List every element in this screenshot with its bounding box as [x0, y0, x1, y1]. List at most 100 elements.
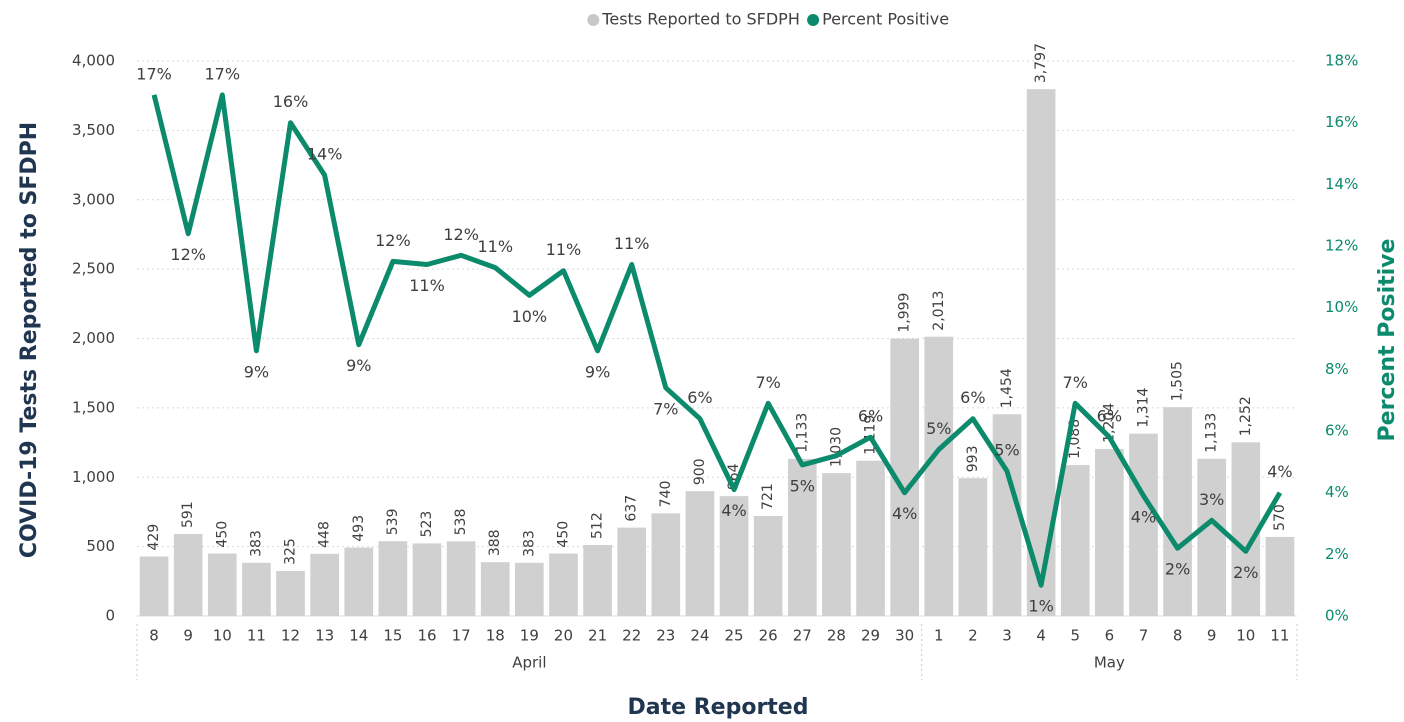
line-value-label: 6% — [960, 388, 985, 407]
x-tick-label: 19 — [520, 627, 539, 645]
x-tick-label: 22 — [622, 627, 641, 645]
bar-value-label: 1,133 — [1204, 413, 1220, 453]
bar-value-label: 570 — [1272, 504, 1288, 531]
bar-value-label: 1,133 — [794, 413, 810, 453]
x-tick-label: 26 — [759, 627, 778, 645]
bar-value-label: 2,013 — [931, 291, 947, 331]
line-value-label: 12% — [443, 225, 479, 244]
bar-value-label: 388 — [487, 529, 503, 556]
x-tick-label: 30 — [895, 627, 914, 645]
group-label: April — [512, 654, 546, 672]
line-value-label: 9% — [244, 362, 269, 381]
bar-value-label: 512 — [590, 512, 606, 539]
x-tick-label: 29 — [861, 627, 880, 645]
bar-value-label: 493 — [351, 515, 367, 542]
bar — [1197, 458, 1227, 616]
bar — [924, 336, 954, 616]
x-tick-label: 16 — [417, 627, 436, 645]
line-value-label: 6% — [1097, 407, 1122, 426]
x-tick-label: 8 — [149, 627, 159, 645]
x-tick-label: 18 — [486, 627, 505, 645]
line-value-label: 2% — [1165, 560, 1190, 579]
line-value-label: 7% — [1063, 373, 1088, 392]
bar-value-label: 1,030 — [828, 427, 844, 467]
line-value-label: 5% — [926, 419, 951, 438]
bar-value-label: 383 — [248, 530, 264, 557]
y2-tick-label: 14% — [1325, 175, 1358, 193]
x-tick-label: 24 — [690, 627, 709, 645]
bar — [207, 553, 237, 616]
bar-value-label: 429 — [146, 524, 162, 551]
line-value-label: 4% — [721, 501, 746, 520]
bar — [1231, 442, 1261, 616]
bar — [480, 562, 510, 616]
bar — [787, 458, 817, 616]
bar — [753, 515, 783, 616]
bar — [378, 541, 408, 616]
x-tick-label: 17 — [452, 627, 471, 645]
x-tick-label: 9 — [183, 627, 193, 645]
bar-value-label: 591 — [180, 501, 196, 528]
bar-value-label: 538 — [453, 509, 469, 536]
y2-tick-label: 12% — [1325, 237, 1358, 255]
x-tick-label: 11 — [247, 627, 266, 645]
y2-tick-label: 6% — [1325, 422, 1349, 440]
y2-tick-label: 0% — [1325, 607, 1349, 625]
bar — [1129, 433, 1158, 616]
y-axis-title: COVID-19 Tests Reported to SFDPH — [17, 122, 42, 558]
line-value-label: 14% — [307, 145, 343, 164]
bar — [446, 541, 476, 616]
y-tick-label: 4,000 — [72, 52, 115, 70]
y-tick-label: 500 — [86, 537, 115, 555]
bar-value-label: 721 — [760, 483, 776, 510]
bar — [651, 513, 681, 616]
y2-tick-label: 16% — [1325, 113, 1358, 131]
bar-value-label: 383 — [521, 530, 537, 557]
line-value-label: 17% — [205, 64, 241, 83]
line-value-label: 1% — [1028, 597, 1053, 616]
x-tick-label: 25 — [725, 627, 744, 645]
bar — [344, 547, 374, 616]
bar — [1265, 536, 1295, 616]
y2-tick-label: 2% — [1325, 545, 1349, 563]
x-tick-label: 20 — [554, 627, 573, 645]
x-tick-label: 1 — [934, 627, 944, 645]
legend-marker — [807, 14, 820, 26]
y2-tick-label: 8% — [1325, 360, 1349, 378]
x-tick-label: 10 — [1236, 627, 1255, 645]
line-value-label: 6% — [858, 407, 883, 426]
bar — [173, 533, 203, 616]
bar — [1163, 407, 1192, 616]
line-value-label: 6% — [687, 388, 712, 407]
y2-tick-label: 4% — [1325, 483, 1349, 501]
bar-value-label: 740 — [658, 481, 674, 508]
x-tick-label: 9 — [1207, 627, 1217, 645]
bar — [139, 556, 169, 616]
bar — [515, 562, 544, 616]
x-tick-label: 5 — [1070, 627, 1080, 645]
x-tick-label: 15 — [383, 627, 402, 645]
line-value-label: 3% — [1199, 490, 1224, 509]
bar-value-label: 1,999 — [897, 293, 913, 333]
line-value-label: 9% — [346, 356, 371, 375]
bar-value-label: 993 — [965, 445, 981, 472]
line-value-label: 9% — [585, 362, 610, 381]
x-tick-label: 28 — [827, 627, 846, 645]
line-value-label: 4% — [1267, 462, 1292, 481]
bar-value-label: 1,505 — [1170, 361, 1186, 401]
x-tick-label: 8 — [1173, 627, 1183, 645]
line-value-label: 12% — [170, 245, 206, 264]
x-tick-label: 10 — [213, 627, 232, 645]
bar — [549, 553, 578, 616]
x-tick-label: 7 — [1139, 627, 1149, 645]
bar — [583, 544, 612, 616]
y-tick-label: 1,000 — [72, 468, 115, 486]
x-axis-title: Date Reported — [628, 695, 809, 720]
bar — [992, 414, 1022, 616]
y2-tick-label: 18% — [1325, 52, 1358, 70]
group-label: May — [1094, 654, 1125, 672]
y2-axis-title: Percent Positive — [1375, 239, 1400, 442]
bar-value-label: 637 — [624, 495, 640, 522]
line-value-label: 4% — [892, 504, 917, 523]
line-value-label: 11% — [614, 234, 650, 253]
